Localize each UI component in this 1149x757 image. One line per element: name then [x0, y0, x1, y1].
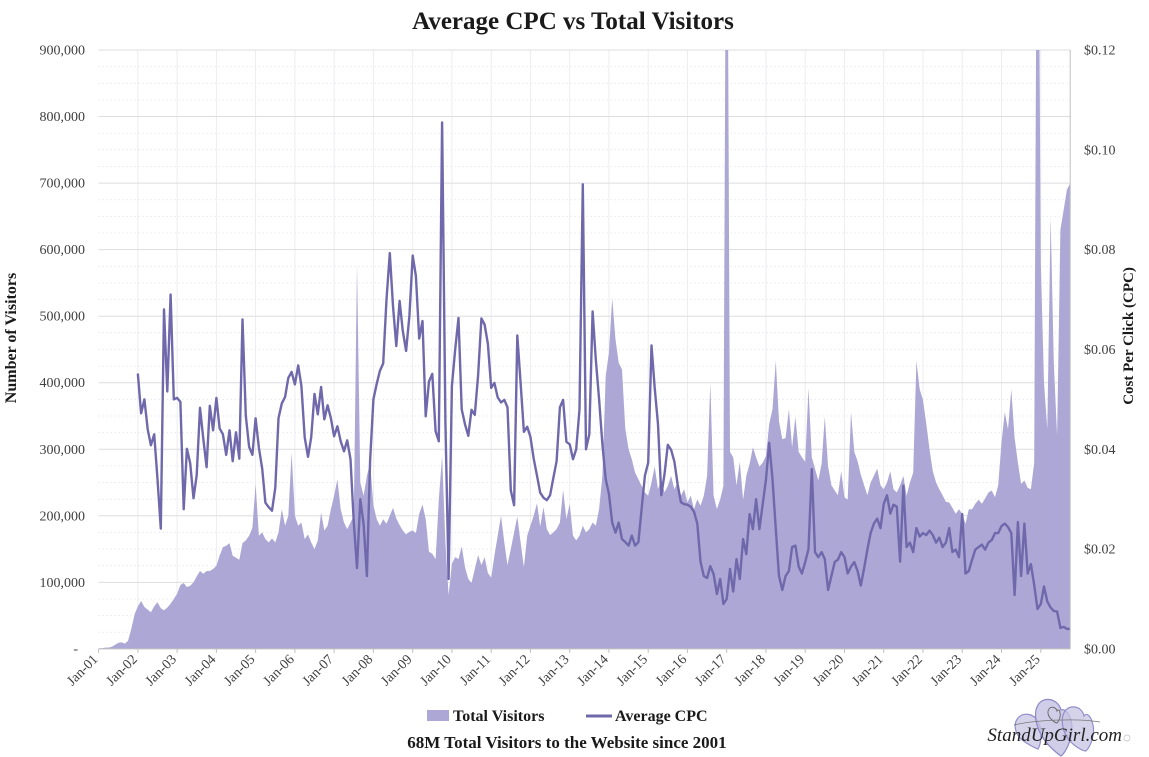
svg-text:300,000: 300,000 — [40, 443, 86, 458]
svg-text:Total Visitors: Total Visitors — [453, 708, 544, 725]
svg-text:-: - — [73, 642, 78, 657]
svg-text:$0.12: $0.12 — [1084, 44, 1116, 59]
svg-text:100,000: 100,000 — [40, 576, 86, 591]
svg-text:700,000: 700,000 — [40, 177, 86, 192]
svg-text:$0.00: $0.00 — [1084, 642, 1116, 657]
svg-text:$0.02: $0.02 — [1084, 543, 1116, 558]
svg-text:$0.04: $0.04 — [1084, 443, 1116, 458]
svg-text:Average CPC vs Total Visitors: Average CPC vs Total Visitors — [412, 8, 734, 35]
svg-text:200,000: 200,000 — [40, 509, 86, 524]
svg-text:$0.08: $0.08 — [1084, 243, 1116, 258]
svg-text:StandUpGirl.com: StandUpGirl.com — [987, 725, 1122, 746]
svg-text:900,000: 900,000 — [40, 44, 86, 59]
svg-text:68M Total Visitors to the Webs: 68M Total Visitors to the Website since … — [407, 733, 726, 752]
svg-text:Cost Per Click (CPC): Cost Per Click (CPC) — [1121, 267, 1137, 405]
svg-text:800,000: 800,000 — [40, 110, 86, 125]
svg-text:500,000: 500,000 — [40, 310, 86, 325]
svg-text:600,000: 600,000 — [40, 243, 86, 258]
svg-text:$0.10: $0.10 — [1084, 143, 1116, 158]
svg-text:$0.06: $0.06 — [1084, 343, 1116, 358]
svg-text:Number of Visitors: Number of Visitors — [3, 273, 20, 403]
svg-text:Average CPC: Average CPC — [615, 708, 708, 725]
svg-text:400,000: 400,000 — [40, 376, 86, 391]
